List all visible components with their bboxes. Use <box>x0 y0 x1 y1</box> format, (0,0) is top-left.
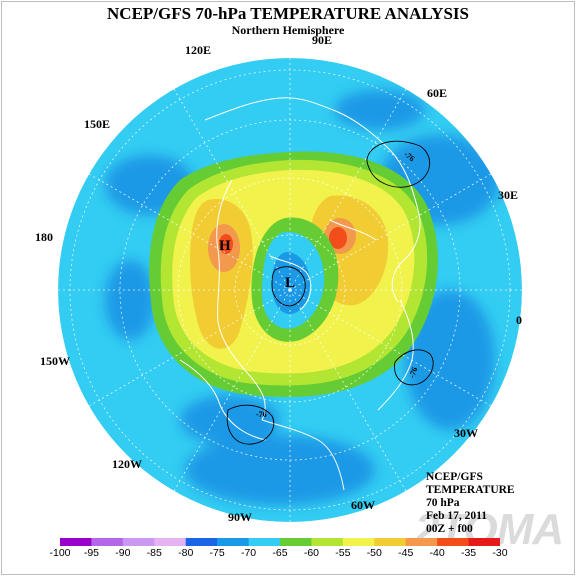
colorbar-swatch <box>60 538 92 546</box>
colorbar-swatch <box>468 538 500 546</box>
lon-label-120e: 120E <box>185 43 212 57</box>
lon-label-150w: 150W <box>40 354 70 368</box>
colorbar-label: -85 <box>146 547 162 559</box>
info-date: Feb 17, 2011 <box>426 510 488 522</box>
lon-label-60w: 60W <box>351 498 375 512</box>
colorbar-label: -50 <box>366 547 382 559</box>
colorbar-swatch <box>405 538 438 546</box>
high-pressure-marker: H <box>219 238 231 254</box>
lon-label-0: 0 <box>516 313 522 327</box>
colorbar-swatch <box>311 538 344 546</box>
coastlines <box>179 97 421 491</box>
lon-label-30w: 30W <box>454 426 478 440</box>
info-time: 00Z + f00 <box>426 523 473 535</box>
graticule <box>58 58 522 522</box>
info-variable: TEMPERATURE <box>426 484 515 496</box>
info-level: 70 hPa <box>426 497 460 509</box>
lon-label-60e: 60E <box>427 86 448 100</box>
lon-label-90e: 90E <box>312 33 333 47</box>
lon-label-120w: 120W <box>112 457 142 471</box>
colorbar-swatch <box>122 538 155 546</box>
info-block: NCEP/GFS TEMPERATURE 70 hPa Feb 17, 2011… <box>426 471 515 536</box>
map-title: NCEP/GFS 70-hPa TEMPERATURE ANALYSIS <box>107 4 469 23</box>
info-model: NCEP/GFS <box>426 471 483 483</box>
colorbar-swatch <box>342 538 375 546</box>
colorbar-label: -60 <box>303 547 320 559</box>
colorbar <box>60 538 500 546</box>
colorbar-label: -65 <box>272 547 288 559</box>
map-subtitle: Northern Hemisphere <box>231 23 345 37</box>
lon-label-90w: 90W <box>228 510 252 524</box>
colorbar-label: -55 <box>335 547 351 559</box>
colorbar-swatch <box>217 538 250 546</box>
colorbar-label: -40 <box>429 547 445 559</box>
colorbar-label: -80 <box>178 547 194 559</box>
lon-label-180: 180 <box>35 230 53 244</box>
colorbar-label: -75 <box>209 547 225 559</box>
contour-label: -76 <box>256 410 267 419</box>
colorbar-label: -70 <box>240 547 257 559</box>
colorbar-label: -45 <box>398 547 414 559</box>
colorbar-swatch <box>185 538 218 546</box>
colorbar-label: -100 <box>49 547 71 559</box>
lon-label-150e: 150E <box>84 117 111 131</box>
contour-lines <box>226 140 434 445</box>
colorbar-swatch <box>154 538 187 546</box>
colorbar-label: -30 <box>492 547 508 559</box>
colorbar-swatch <box>437 538 470 546</box>
colorbar-swatch <box>91 538 124 546</box>
lon-label-30e: 30E <box>498 188 519 202</box>
colorbar-swatch <box>248 538 281 546</box>
colorbar-swatch <box>280 538 312 546</box>
colorbar-label: -90 <box>115 547 131 559</box>
low-pressure-marker: L <box>285 275 296 291</box>
hottest-cores <box>219 227 347 254</box>
colorbar-label: -95 <box>83 547 100 559</box>
colorbar-label: -35 <box>460 547 477 559</box>
colorbar-swatch <box>374 538 407 546</box>
